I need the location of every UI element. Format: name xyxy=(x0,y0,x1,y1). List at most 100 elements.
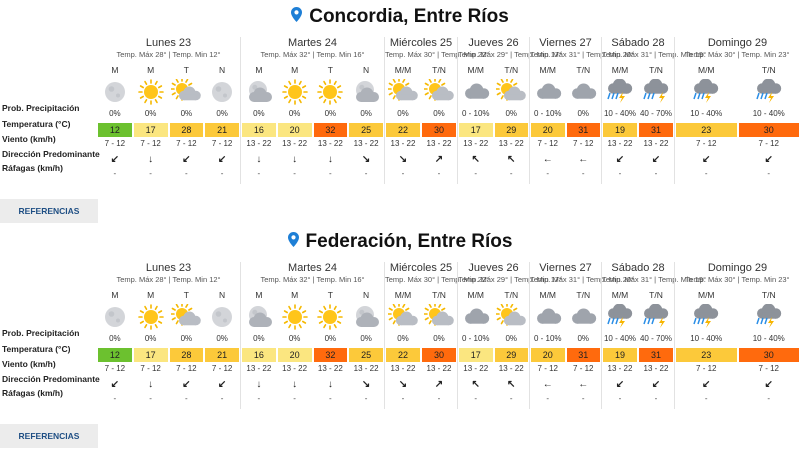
temperature-cell: 21 xyxy=(205,348,239,362)
wind-value: 7 - 12 xyxy=(573,364,594,373)
sun-cloud-icon xyxy=(388,304,418,331)
day-name: Miércoles 25 xyxy=(389,262,453,274)
sun-cloud-icon xyxy=(496,304,527,331)
wind-direction-arrow-icon: ↘ xyxy=(361,379,371,390)
wind-direction-arrow-icon: ↗ xyxy=(434,379,444,390)
storm-icon xyxy=(754,79,784,106)
row-label-dir: Dirección Predominante xyxy=(2,374,100,384)
references-button[interactable]: REFERENCIAS xyxy=(0,199,98,223)
wind-direction-arrow-icon: ↙ xyxy=(764,154,773,165)
gust-value: - xyxy=(618,394,622,403)
moon-cloud-icon xyxy=(351,79,381,106)
temperature-cell: 20 xyxy=(277,348,312,362)
gust-value: - xyxy=(581,169,585,178)
wind-direction-arrow-icon: ↗ xyxy=(434,154,444,165)
wind-value: 13 - 22 xyxy=(643,139,669,148)
wind-direction-arrow-icon: ↖ xyxy=(471,154,480,165)
gust-value: - xyxy=(654,394,658,403)
day-name: Viernes 27 xyxy=(539,37,592,49)
day-temp-range: Temp. Máx 28° | Temp. Min 12° xyxy=(116,50,221,59)
moon-icon xyxy=(100,79,130,106)
wind-direction-arrow-icon: ↘ xyxy=(398,379,408,390)
period-label: M xyxy=(291,65,299,75)
precip-value: 10 - 40% xyxy=(603,334,637,343)
precip-value: 10 - 40% xyxy=(603,109,637,118)
precip-value: 0% xyxy=(253,334,265,343)
day-separator xyxy=(240,37,241,184)
period-label: T/N xyxy=(504,290,519,300)
precip-value: 0% xyxy=(180,109,193,118)
gust-value: - xyxy=(704,394,708,403)
precip-value: 40 - 70% xyxy=(639,334,673,343)
wind-direction-arrow-icon: ← xyxy=(578,379,589,390)
gust-value: - xyxy=(437,394,441,403)
gust-value: - xyxy=(329,169,332,178)
row-label-wind: Viento (km/h) xyxy=(2,134,56,144)
temperature-cell: 30 xyxy=(738,348,799,362)
sun-icon xyxy=(280,304,310,331)
gust-value: - xyxy=(618,169,622,178)
temperature-cell: 21 xyxy=(205,123,239,137)
period-label: M/M xyxy=(394,290,412,300)
cloud-icon xyxy=(461,79,491,106)
day-column: Martes 24 Temp. Máx 32° | Temp. Min 16° M 0… xyxy=(241,262,384,412)
cloud-icon xyxy=(533,79,563,106)
wind-direction-arrow-icon: ← xyxy=(542,379,553,390)
gust-value: - xyxy=(149,169,152,178)
day-temp-range: Temp. Máx 29° | Temp. Min 17° xyxy=(458,275,563,284)
period-label: M/M xyxy=(539,290,557,300)
period-label: M xyxy=(291,290,299,300)
day-column: Miércoles 25 Temp. Máx 30° | Temp. Min 22… xyxy=(385,262,489,412)
precip-value: 10 - 40% xyxy=(752,334,785,343)
wind-direction-arrow-icon: ↘ xyxy=(361,154,371,165)
temperature-cell: 20 xyxy=(531,348,565,362)
wind-value: 7 - 12 xyxy=(758,139,779,148)
day-column: Domingo 29 Temp. Máx 30° | Temp. Min 23° M… xyxy=(675,262,800,412)
wind-value: 13 - 22 xyxy=(426,139,452,148)
wind-value: 7 - 12 xyxy=(696,364,717,373)
precip-value: 0% xyxy=(397,109,409,118)
wind-value: 13 - 22 xyxy=(607,139,633,148)
wind-direction-arrow-icon: ↓ xyxy=(148,154,154,165)
day-separator xyxy=(457,37,458,184)
wind-direction-arrow-icon: ↙ xyxy=(110,154,120,165)
day-name: Lunes 23 xyxy=(145,37,192,49)
wind-direction-arrow-icon: ↙ xyxy=(651,379,661,390)
wind-value: 13 - 22 xyxy=(246,364,272,373)
wind-value: 13 - 22 xyxy=(643,364,669,373)
temperature-cell: 17 xyxy=(133,123,168,137)
day-name: Domingo 29 xyxy=(707,262,768,274)
wind-direction-arrow-icon: ← xyxy=(578,154,589,165)
wind-value: 13 - 22 xyxy=(607,364,633,373)
day-temp-range: Temp. Máx 30° | Temp. Min 22° xyxy=(385,50,490,59)
gust-value: - xyxy=(437,169,441,178)
day-column: Sábado 28 Temp. Máx 31° | Temp. Min 19° M/… xyxy=(602,37,706,187)
precip-value: 0% xyxy=(433,109,445,118)
temperature-cell: 17 xyxy=(459,348,493,362)
cloud-icon xyxy=(533,304,563,331)
wind-direction-arrow-icon: ↖ xyxy=(471,379,480,390)
row-label-gust: Ráfagas (km/h) xyxy=(2,163,63,173)
gust-value: - xyxy=(546,394,550,403)
precip-value: 0 - 10% xyxy=(461,334,490,343)
wind-value: 13 - 22 xyxy=(282,139,308,148)
day-temp-range: Temp. Máx 30° | Temp. Min 23° xyxy=(685,275,790,284)
day-name: Lunes 23 xyxy=(145,262,192,274)
period-label: M xyxy=(147,290,155,300)
sun-icon xyxy=(315,304,345,331)
wind-value: 7 - 12 xyxy=(140,364,161,373)
day-name: Martes 24 xyxy=(288,262,337,274)
day-separator xyxy=(601,37,602,184)
day-temp-range: Temp. Máx 31° | Temp. Min 20° xyxy=(530,275,635,284)
precip-value: 10 - 40% xyxy=(752,109,785,118)
period-label: N xyxy=(219,290,226,300)
wind-direction-arrow-icon: ↙ xyxy=(702,154,711,165)
row-label-precip: Prob. Precipitación xyxy=(2,103,80,113)
day-temp-range: Temp. Máx 31° | Temp. Min 20° xyxy=(530,50,635,59)
gust-value: - xyxy=(401,394,405,403)
precip-value: 0% xyxy=(505,109,518,118)
row-label-temp: Temperatura (°C) xyxy=(2,344,71,354)
references-button[interactable]: REFERENCIAS xyxy=(0,424,98,448)
precip-value: 0% xyxy=(216,334,228,343)
precip-value: 0% xyxy=(144,109,157,118)
